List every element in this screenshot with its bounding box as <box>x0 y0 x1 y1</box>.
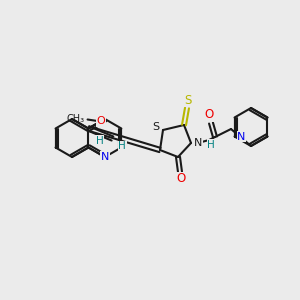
Text: H: H <box>118 141 126 151</box>
Text: H: H <box>207 140 215 150</box>
Text: O: O <box>176 172 186 185</box>
Text: H: H <box>96 136 103 146</box>
Text: N: N <box>194 138 202 148</box>
Text: N: N <box>101 152 109 162</box>
Text: O: O <box>204 109 214 122</box>
Text: N: N <box>237 131 246 142</box>
Text: O: O <box>96 116 105 127</box>
Text: S: S <box>152 122 160 132</box>
Text: CH₃: CH₃ <box>67 115 85 124</box>
Text: S: S <box>184 94 192 106</box>
